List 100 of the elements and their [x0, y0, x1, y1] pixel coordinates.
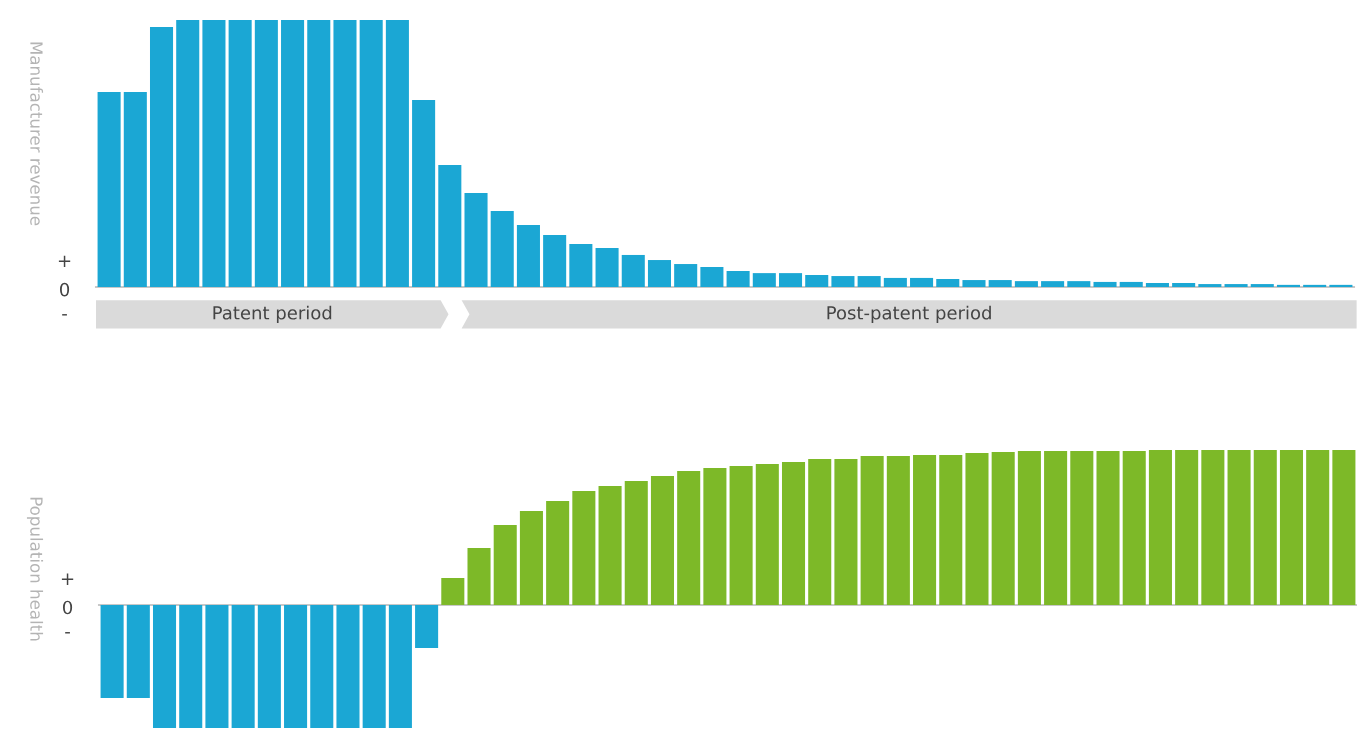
- bar: [677, 470, 701, 605]
- bar: [1172, 282, 1196, 287]
- bar: [467, 547, 491, 605]
- bar: [254, 20, 278, 287]
- bar: [385, 20, 409, 287]
- bar: [1175, 450, 1199, 605]
- bar: [674, 264, 698, 287]
- bar: [1201, 450, 1225, 605]
- bar: [910, 277, 934, 287]
- text: -: [62, 314, 67, 316]
- text: Post-patent period: [827, 305, 991, 324]
- bar: [834, 458, 858, 605]
- bar: [808, 458, 832, 605]
- bar: [336, 604, 360, 728]
- text: +: [61, 573, 74, 585]
- bar: [493, 525, 517, 605]
- bar: [126, 604, 150, 698]
- y-axis-title: Manufacturer revenue: [30, 42, 44, 226]
- bar: [1017, 450, 1041, 605]
- bar: [1096, 450, 1120, 605]
- bar: [857, 276, 881, 287]
- bar: [752, 273, 776, 287]
- bar: [333, 20, 357, 287]
- bar: [1198, 284, 1222, 287]
- bar: [1014, 281, 1038, 287]
- bar: [991, 452, 1015, 605]
- bar: [650, 476, 675, 605]
- bar: [179, 604, 203, 728]
- bar: [1119, 281, 1143, 287]
- bar: [490, 210, 514, 287]
- bar: [228, 20, 252, 287]
- bar: [936, 278, 960, 287]
- bar: [781, 461, 806, 605]
- bar: [123, 92, 147, 287]
- y-axis-title: Population health: [26, 497, 44, 641]
- bar: [464, 193, 488, 287]
- bar: [1253, 450, 1277, 605]
- bar: [805, 274, 829, 287]
- bar: [362, 604, 386, 728]
- bar: [438, 164, 462, 287]
- bar: [965, 452, 989, 605]
- bar: [441, 578, 465, 605]
- bar: [1067, 281, 1091, 287]
- bar: [569, 244, 593, 287]
- bar: [516, 225, 540, 287]
- bar: [231, 604, 255, 728]
- bar: [100, 604, 124, 698]
- bar: [624, 480, 648, 605]
- bar: [939, 454, 963, 605]
- bar: [281, 20, 305, 287]
- bar: [1070, 450, 1094, 605]
- bar: [647, 260, 672, 287]
- bar: [152, 604, 177, 728]
- bar: [755, 463, 779, 605]
- bar: [1041, 281, 1065, 287]
- bar: [388, 604, 412, 728]
- bar: [97, 92, 121, 287]
- bar: [598, 485, 622, 605]
- text: +: [58, 255, 71, 267]
- bar: [257, 604, 281, 728]
- text: 0: [60, 282, 70, 297]
- bar: [310, 604, 334, 728]
- bar: [205, 604, 229, 728]
- bar: [546, 500, 570, 605]
- bar: [543, 234, 567, 287]
- bar: [1145, 282, 1169, 287]
- bar: [1148, 450, 1172, 605]
- bar: [621, 254, 645, 287]
- bar: [572, 491, 596, 605]
- bar: [1279, 450, 1304, 605]
- bar: [778, 273, 803, 287]
- bar: [202, 20, 226, 287]
- bar: [886, 456, 910, 605]
- text: -: [65, 632, 70, 634]
- bar: [1224, 284, 1248, 287]
- bar: [1306, 450, 1330, 605]
- bar: [1303, 284, 1327, 287]
- bar: [700, 266, 724, 287]
- bar: [284, 604, 308, 728]
- bar: [595, 248, 619, 287]
- bar: [1276, 284, 1301, 287]
- bar: [729, 465, 753, 605]
- bar: [726, 270, 750, 287]
- bar: [149, 26, 174, 287]
- bar: [1227, 450, 1251, 605]
- bar: [883, 277, 907, 287]
- bar: [1093, 281, 1117, 287]
- bar: [988, 280, 1012, 287]
- bar: [176, 20, 200, 287]
- bar: [913, 454, 937, 605]
- bar: [1250, 284, 1274, 287]
- bar: [962, 280, 986, 287]
- bar: [412, 100, 436, 287]
- bar: [307, 20, 331, 287]
- bar: [1122, 450, 1146, 605]
- bar: [860, 456, 884, 605]
- bar: [1044, 450, 1068, 605]
- bar: [415, 604, 439, 648]
- bar: [1329, 284, 1353, 287]
- text: 0: [63, 600, 73, 615]
